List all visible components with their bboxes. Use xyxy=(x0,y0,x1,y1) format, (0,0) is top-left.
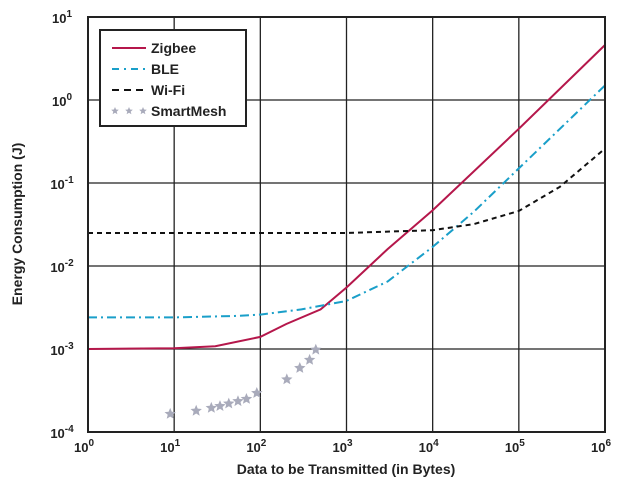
x-tick-exponent: 0 xyxy=(88,438,94,449)
legend-star-icon xyxy=(139,107,147,115)
smartmesh-point xyxy=(303,353,316,365)
x-tick-label: 102 xyxy=(246,438,266,455)
y-axis-label: Energy Consumption (J) xyxy=(9,143,25,306)
legend-label-wi-fi: Wi-Fi xyxy=(151,82,185,98)
y-tick-exponent: -1 xyxy=(65,175,74,186)
plot-frame xyxy=(87,16,606,433)
smartmesh-point xyxy=(240,393,253,404)
y-tick-label: 10-4 xyxy=(50,424,74,441)
x-tick-exponent: 6 xyxy=(605,438,611,449)
x-tick-label: 103 xyxy=(332,438,352,455)
smartmesh-point xyxy=(205,401,217,413)
series-layer xyxy=(87,44,606,419)
legend-label-zigbee: Zigbee xyxy=(151,40,196,56)
y-tick-label: 10-3 xyxy=(50,341,74,358)
legend: Zigbee BLE Wi-Fi SmartMesh xyxy=(99,29,247,127)
x-tick-label: 101 xyxy=(160,438,180,455)
legend-star-icon xyxy=(111,107,119,115)
x-tick-exponent: 1 xyxy=(175,438,181,449)
zigbee-line xyxy=(87,44,606,350)
x-tick-exponent: 4 xyxy=(433,438,439,449)
legend-label-ble: BLE xyxy=(151,61,179,77)
smartmesh-point xyxy=(190,404,202,416)
smartmesh-point xyxy=(214,400,226,411)
wi-fi-line xyxy=(88,147,606,234)
y-tick-exponent: -3 xyxy=(65,341,74,352)
x-tick-label: 100 xyxy=(74,438,94,455)
x-tick-exponent: 3 xyxy=(347,438,353,449)
x-tick-label: 106 xyxy=(591,438,611,455)
x-axis-label: Data to be Transmitted (in Bytes) xyxy=(237,461,456,477)
x-tick-exponent: 5 xyxy=(519,438,525,449)
smartmesh-point xyxy=(294,362,306,373)
y-tick-exponent: 1 xyxy=(66,9,72,20)
y-tick-label: 101 xyxy=(52,9,72,26)
y-tick-label: 100 xyxy=(52,92,72,109)
legend-box xyxy=(99,29,247,127)
x-tick-label: 105 xyxy=(505,438,525,455)
smartmesh-point xyxy=(310,343,322,355)
x-tick-label: 104 xyxy=(419,438,439,455)
y-tick-label: 10-2 xyxy=(50,258,74,275)
y-tick-exponent: -2 xyxy=(65,258,74,269)
x-tick-exponent: 2 xyxy=(261,438,267,449)
smartmesh-point xyxy=(251,387,263,398)
smartmesh-point xyxy=(281,373,293,385)
y-tick-exponent: -4 xyxy=(65,424,74,435)
smartmesh-point xyxy=(232,395,244,407)
smartmesh-point xyxy=(164,407,176,419)
legend-label-smartmesh: SmartMesh xyxy=(151,103,226,119)
legend-star-icon xyxy=(125,107,133,115)
smartmesh-point xyxy=(223,397,235,409)
y-tick-exponent: 0 xyxy=(66,92,72,103)
y-tick-label: 10-1 xyxy=(50,175,74,192)
